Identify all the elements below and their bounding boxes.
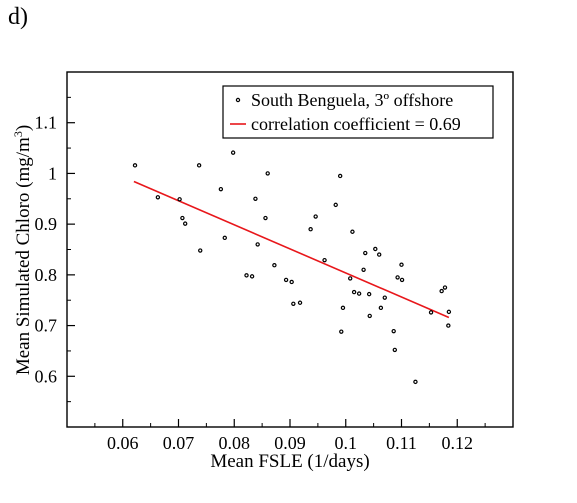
data-point bbox=[446, 323, 451, 328]
x-axis: 0.06 0.07 0.08 0.09 0.1 0.11 0.12 bbox=[94, 419, 486, 453]
data-point bbox=[367, 313, 372, 319]
y-axis-label-superscript: 3 bbox=[11, 131, 25, 137]
data-point bbox=[230, 150, 236, 155]
data-point bbox=[182, 221, 188, 226]
data-point bbox=[244, 273, 249, 278]
data-point bbox=[363, 250, 368, 256]
y-tick-label: 0.7 bbox=[35, 316, 58, 336]
data-point bbox=[263, 215, 268, 221]
data-point bbox=[289, 279, 294, 285]
y-axis-label-tail: ) bbox=[13, 125, 34, 131]
x-axis-label: Mean FSLE (1/days) bbox=[210, 451, 369, 472]
data-point bbox=[378, 305, 384, 311]
x-tick-label: 0.1 bbox=[335, 433, 358, 453]
data-point bbox=[249, 274, 255, 279]
data-point bbox=[339, 329, 344, 334]
data-point bbox=[297, 300, 303, 305]
x-tick-label: 0.06 bbox=[107, 433, 139, 453]
x-tick-label: 0.07 bbox=[163, 433, 195, 453]
data-point bbox=[399, 262, 404, 267]
legend-marker-scatter bbox=[235, 97, 241, 103]
data-point bbox=[373, 246, 378, 252]
data-point bbox=[177, 197, 182, 202]
data-point bbox=[340, 305, 346, 311]
y-axis-label-main: Mean Simulated Chloro (mg/m bbox=[13, 137, 34, 375]
legend-label-scatter: South Benguela, 3º offshore bbox=[251, 90, 453, 110]
y-axis-label: Mean Simulated Chloro (mg/m3) bbox=[11, 125, 34, 375]
data-point bbox=[255, 242, 260, 247]
data-point bbox=[356, 291, 362, 296]
regression-line bbox=[133, 180, 450, 319]
data-point bbox=[351, 289, 357, 295]
data-point bbox=[392, 347, 398, 353]
x-tick-label: 0.12 bbox=[442, 433, 474, 453]
data-point bbox=[350, 229, 355, 234]
data-point bbox=[198, 248, 203, 253]
data-point bbox=[218, 186, 224, 192]
data-point bbox=[361, 267, 366, 272]
panel-label: d) bbox=[8, 4, 28, 30]
data-point bbox=[155, 195, 161, 200]
data-point bbox=[413, 379, 418, 385]
data-point bbox=[333, 202, 338, 208]
y-tick-label: 1 bbox=[48, 163, 57, 183]
data-point bbox=[180, 215, 185, 221]
data-point bbox=[253, 196, 258, 201]
y-tick-label: 0.8 bbox=[35, 265, 58, 285]
data-point bbox=[283, 277, 289, 283]
y-axis: 0.6 0.7 0.8 0.9 1 1.1 bbox=[35, 96, 75, 403]
data-point bbox=[439, 288, 444, 294]
data-point bbox=[222, 235, 227, 241]
data-point bbox=[391, 328, 396, 334]
data-point bbox=[265, 171, 270, 176]
data-point bbox=[322, 257, 327, 263]
data-point bbox=[291, 301, 296, 306]
data-point bbox=[272, 263, 277, 268]
data-point bbox=[428, 310, 434, 315]
y-tick-label: 1.1 bbox=[35, 113, 58, 133]
data-point bbox=[382, 295, 387, 300]
y-tick-label: 0.6 bbox=[35, 366, 58, 386]
x-tick-label: 0.11 bbox=[386, 433, 417, 453]
legend-box bbox=[222, 85, 494, 139]
data-point bbox=[196, 163, 202, 168]
y-tick-label: 0.9 bbox=[35, 214, 58, 234]
data-point bbox=[313, 214, 318, 219]
data-point bbox=[395, 275, 400, 280]
data-point bbox=[348, 276, 353, 281]
data-point bbox=[442, 285, 448, 290]
data-point bbox=[399, 277, 405, 283]
legend: South Benguela, 3º offshore correlation … bbox=[222, 85, 494, 139]
legend-label-line: correlation coefficient = 0.69 bbox=[251, 114, 461, 134]
x-tick-label: 0.09 bbox=[274, 433, 306, 453]
data-point bbox=[446, 309, 452, 315]
data-point bbox=[366, 291, 372, 297]
data-point bbox=[377, 252, 382, 257]
data-point bbox=[308, 227, 313, 232]
data-point bbox=[337, 173, 343, 179]
trend-line-layer bbox=[133, 180, 450, 319]
scatter-points-layer bbox=[132, 150, 452, 385]
data-point bbox=[132, 163, 138, 168]
x-tick-label: 0.08 bbox=[219, 433, 251, 453]
